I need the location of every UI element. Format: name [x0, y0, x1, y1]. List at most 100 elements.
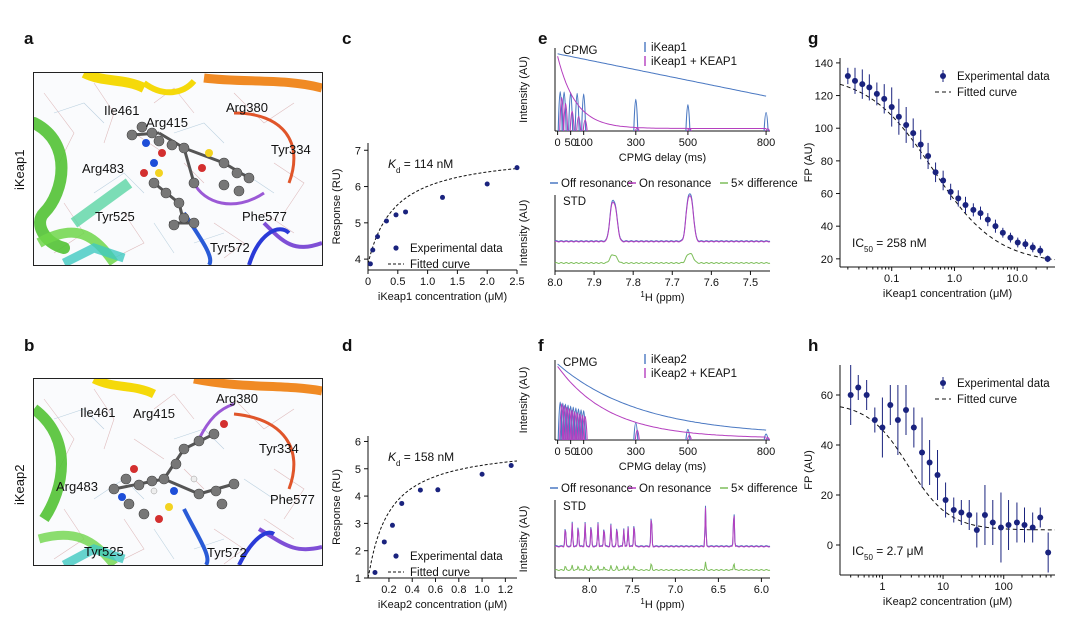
spectrum-peak [570, 406, 576, 441]
data-point [917, 141, 924, 148]
x-tick-label: 500 [679, 137, 697, 149]
fitted-curve [839, 83, 1056, 261]
legend-label: Experimental data [410, 551, 503, 563]
x-tick-label: 7.7 [665, 277, 680, 289]
panel-letter-d: d [342, 336, 353, 355]
spectrum-peak [577, 413, 583, 441]
y-tick-label: 120 [815, 91, 833, 103]
molecular-view-a [33, 72, 323, 266]
data-point [1029, 244, 1036, 251]
residue-label-a-2: Arg380 [226, 100, 268, 115]
panel-letter-e: e [538, 29, 548, 48]
y-tick-label: 40 [821, 440, 833, 452]
data-point [942, 497, 949, 503]
spectrum-peak [576, 115, 582, 132]
spectrum-peak [569, 409, 575, 441]
spectrum-peak [559, 96, 565, 132]
data-point [859, 81, 866, 88]
y-tick-label: 3 [355, 518, 361, 530]
residue-label-b-3: Tyr334 [259, 441, 299, 456]
chart-panel-g: 0.1 1.0 10.0 20 40 60 80 100 120 140 iKeap1 concen… [803, 58, 1056, 300]
panel-letter-g: g [808, 29, 819, 48]
data-point [903, 407, 910, 413]
y-tick-label: 60 [821, 189, 833, 201]
data-point [910, 130, 917, 137]
data-point [375, 234, 381, 240]
spectrum-peak [634, 429, 640, 441]
data-point [866, 84, 873, 91]
x-tick-label: 7.5 [743, 277, 758, 289]
spectrum-peak [560, 402, 566, 441]
decay-envelope [557, 53, 767, 97]
panel-tag: CPMG [563, 45, 598, 57]
data-point [888, 103, 895, 110]
y-tick-label: 100 [815, 123, 833, 135]
legend-label: iKeap2 + KEAP1 [651, 368, 737, 380]
data-point [881, 95, 888, 102]
spectrum-on-resonance [554, 507, 771, 548]
data-point [919, 449, 926, 456]
x-tick-label: 50 [565, 446, 577, 458]
x-axis-label: iKeap2 concentration (μM) [378, 599, 507, 611]
x-tick-label: 0.4 [405, 584, 420, 596]
data-point [484, 181, 490, 187]
x-axis-label: CPMG delay (ms) [619, 152, 706, 164]
panel-letter-h: h [808, 336, 819, 355]
data-point [1007, 234, 1014, 241]
spectrum-peak [685, 428, 691, 441]
fitted-curve [367, 168, 518, 264]
panel-tag: STD [563, 196, 586, 208]
x-tick-label: 0.6 [428, 584, 443, 596]
x-tick-label: 7.5 [625, 584, 640, 596]
y-tick-label: 2 [355, 546, 361, 558]
spectrum-peak [578, 409, 584, 441]
data-point [887, 402, 894, 408]
data-point [399, 500, 405, 506]
panel-letter-a: a [24, 29, 34, 48]
data-point [932, 169, 939, 176]
spectrum-peak [557, 401, 563, 441]
spectrum-peak [634, 127, 640, 132]
spectrum-peak [574, 412, 580, 441]
data-point [508, 462, 514, 468]
data-point [389, 522, 395, 528]
data-point [851, 77, 858, 84]
spectrum-peak [581, 93, 587, 132]
data-point [383, 218, 389, 224]
panel-tag: CPMG [563, 357, 598, 369]
decay-envelope [557, 56, 767, 129]
data-point [1021, 522, 1028, 528]
residue-label-b-5: Tyr525 [84, 544, 124, 559]
fitted-curve [839, 406, 1055, 531]
data-point [947, 188, 954, 195]
legend-label: On resonance [639, 483, 711, 495]
y-tick-label: 140 [815, 58, 833, 70]
legend-label: On resonance [639, 178, 711, 190]
decay-envelope [557, 363, 767, 431]
x-axis-label: iKeap1 concentration (μM) [378, 291, 507, 303]
spectrum-peak [765, 437, 771, 441]
legend-label: Experimental data [957, 378, 1050, 390]
y-tick-label: 1 [355, 573, 361, 585]
y-axis-label: Intensity (AU) [518, 367, 530, 434]
x-tick-label: 0.1 [884, 273, 899, 285]
data-point [895, 113, 902, 120]
data-point [514, 165, 520, 171]
annotation-label: Kd = 114 nM [388, 157, 453, 175]
y-axis-label: FP (AU) [803, 450, 815, 490]
data-point [370, 247, 376, 253]
spectrum-peak [685, 104, 691, 132]
legend-label: Fitted curve [410, 259, 470, 271]
legend-label: Off resonance [561, 178, 633, 190]
x-axis-label: iKeap1 concentration (μM) [883, 288, 1012, 300]
x-tick-label: 0.5 [390, 276, 405, 288]
y-tick-label: 7 [355, 145, 361, 157]
data-point [940, 177, 947, 184]
molecular-view-b [33, 378, 323, 566]
residue-label-b-6: Tyr572 [207, 545, 247, 560]
y-axis-label: Intensity (AU) [518, 200, 530, 267]
spectrum-on-resonance [554, 195, 771, 243]
spectrum-peak [573, 407, 579, 441]
panel-letter-b: b [24, 336, 35, 355]
fitted-curve [367, 460, 518, 579]
